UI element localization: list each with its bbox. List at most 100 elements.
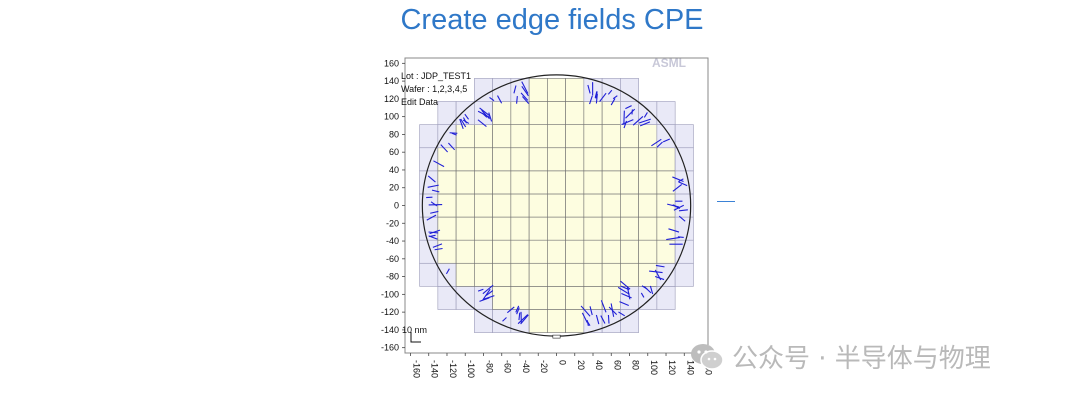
inner-field — [437, 216, 457, 241]
inner-field — [492, 239, 512, 264]
overlay-vector — [600, 315, 606, 324]
overlay-vector — [521, 85, 529, 97]
overlay-vector — [506, 306, 515, 314]
overlay-vector — [667, 203, 680, 208]
overlay-vector — [641, 285, 648, 290]
inner-field — [455, 147, 475, 172]
x-tick-label: -80 — [484, 360, 494, 373]
inner-field — [638, 262, 658, 287]
edge-field — [674, 262, 694, 287]
inner-field — [528, 170, 548, 195]
inner-field — [583, 286, 603, 310]
inner-field — [455, 239, 475, 264]
overlay-vector — [668, 228, 680, 233]
edge-field — [601, 309, 621, 333]
inner-field — [547, 239, 566, 264]
overlay-vector — [451, 132, 457, 136]
inner-field — [656, 147, 676, 172]
inner-field — [528, 216, 548, 241]
overlay-vector — [589, 95, 593, 105]
overlay-vector — [672, 183, 683, 192]
edge-field — [437, 124, 457, 149]
inner-field — [620, 170, 639, 195]
edge-field — [419, 216, 439, 241]
edge-field — [674, 124, 694, 149]
overlay-vector — [654, 269, 662, 281]
inner-field — [547, 101, 566, 125]
edge-field — [492, 309, 512, 333]
inner-field — [620, 216, 639, 241]
overlay-vector — [513, 85, 517, 94]
overlay-vector — [489, 96, 495, 102]
inner-field — [437, 193, 457, 218]
inner-field — [601, 239, 621, 264]
overlay-vector — [638, 118, 651, 124]
overlay-vector — [477, 119, 487, 128]
inner-field — [583, 147, 603, 172]
overlay-vector — [655, 264, 665, 268]
inner-field — [565, 262, 585, 287]
overlay-vector — [673, 204, 685, 211]
inner-field — [565, 170, 585, 195]
edge-field — [474, 309, 493, 333]
inner-field — [601, 193, 621, 218]
x-tick-label: 80 — [631, 360, 641, 370]
overlay-vector — [477, 288, 484, 292]
overlay-vector — [431, 189, 440, 193]
scale-bar — [410, 332, 421, 343]
inner-field — [601, 216, 621, 241]
inner-field — [638, 239, 658, 264]
x-tick-label: 0 — [558, 360, 568, 365]
inner-field — [510, 239, 530, 264]
edge-field — [601, 78, 621, 102]
inner-field — [620, 239, 639, 264]
overlay-vector — [632, 116, 644, 126]
overlay-vector — [619, 301, 629, 306]
y-tick-label: -40 — [386, 236, 399, 246]
overlay-vector — [432, 243, 443, 248]
edge-field — [620, 78, 639, 102]
inner-field — [601, 170, 621, 195]
inner-field — [474, 147, 493, 172]
inner-field — [565, 78, 585, 102]
watermark: 公众号 · 半导体与物理 — [690, 338, 991, 375]
overlay-vector — [600, 300, 607, 313]
edge-field — [656, 262, 676, 287]
overlay-vector — [482, 288, 491, 301]
overlay-vector — [649, 285, 654, 295]
overlay-vector — [428, 235, 438, 240]
x-tick-label: 40 — [594, 360, 604, 370]
inner-field — [437, 170, 457, 195]
overlay-vector — [639, 121, 651, 127]
watermark-text: 公众号 · 半导体与物理 — [732, 344, 991, 374]
edge-field — [419, 262, 439, 287]
overlay-vector — [481, 112, 488, 118]
overlay-vector — [449, 132, 458, 134]
inner-field — [510, 216, 530, 241]
overlay-vector — [517, 314, 529, 325]
inner-field — [583, 193, 603, 218]
inner-field — [601, 124, 621, 149]
overlay-vector — [447, 142, 456, 151]
inner-field — [455, 216, 475, 241]
inner-field — [455, 170, 475, 195]
overlay-vector — [427, 175, 436, 183]
inner-field — [492, 262, 512, 287]
overlay-vector — [485, 290, 494, 296]
x-tick-label: -40 — [521, 360, 531, 373]
overlay-vector — [640, 292, 645, 298]
inner-field — [492, 147, 512, 172]
x-tick-label: 120 — [667, 360, 677, 375]
edge-field — [419, 124, 439, 149]
overlay-vector — [620, 285, 630, 291]
overlay-vector — [520, 314, 529, 325]
overlay-vector — [522, 96, 530, 105]
x-tick-label: -140 — [430, 360, 440, 378]
overlay-vector — [607, 314, 610, 324]
inner-field — [547, 216, 566, 241]
inner-field — [565, 239, 585, 264]
inner-field — [528, 262, 548, 287]
y-tick-label: 140 — [384, 76, 399, 86]
overlay-vector — [595, 93, 598, 104]
inner-field — [565, 309, 585, 333]
